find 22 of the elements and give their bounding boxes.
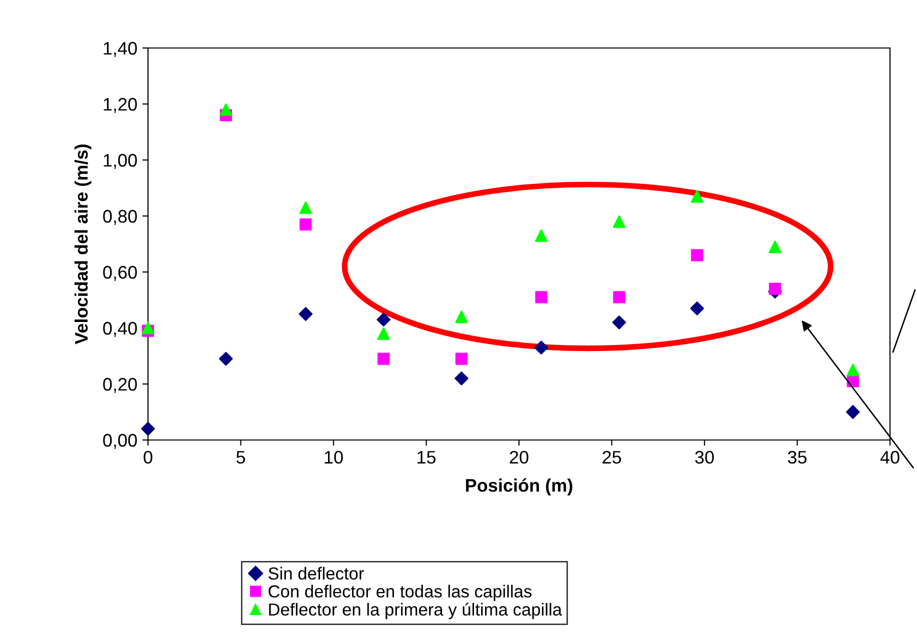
y-tick-label: 1,00 xyxy=(104,154,137,169)
y-tick-label: 0,20 xyxy=(103,378,137,393)
x-tick-label: 40 xyxy=(880,450,900,464)
y-tick-label: 1,40 xyxy=(104,42,137,57)
y-axis-title: Velocidad del aire (m/s) xyxy=(74,144,92,344)
x-axis-title: Posición (m) xyxy=(466,478,572,496)
x-tick-label: 5 xyxy=(236,451,246,464)
x-tick-label: 35 xyxy=(788,450,807,464)
y-tick-label: 0,60 xyxy=(103,266,137,281)
y-tick-label: 0,00 xyxy=(103,434,137,449)
legend-label: Sin deflector xyxy=(268,566,364,580)
legend-label: Deflector en la primera y última capilla xyxy=(269,602,562,620)
x-tick-label: 15 xyxy=(418,451,436,464)
x-tick-label: 30 xyxy=(695,450,714,464)
x-tick-label: 0 xyxy=(144,450,152,464)
x-tick-label: 25 xyxy=(602,450,622,464)
x-tick-label: 20 xyxy=(510,450,528,464)
y-tick-label: 0,80 xyxy=(103,210,137,225)
legend-label: Con deflector en todas las capillas xyxy=(268,584,532,601)
x-tick-label: 10 xyxy=(324,450,343,464)
y-tick-label: 0,40 xyxy=(103,322,137,337)
y-tick-label: 1,20 xyxy=(104,98,137,113)
